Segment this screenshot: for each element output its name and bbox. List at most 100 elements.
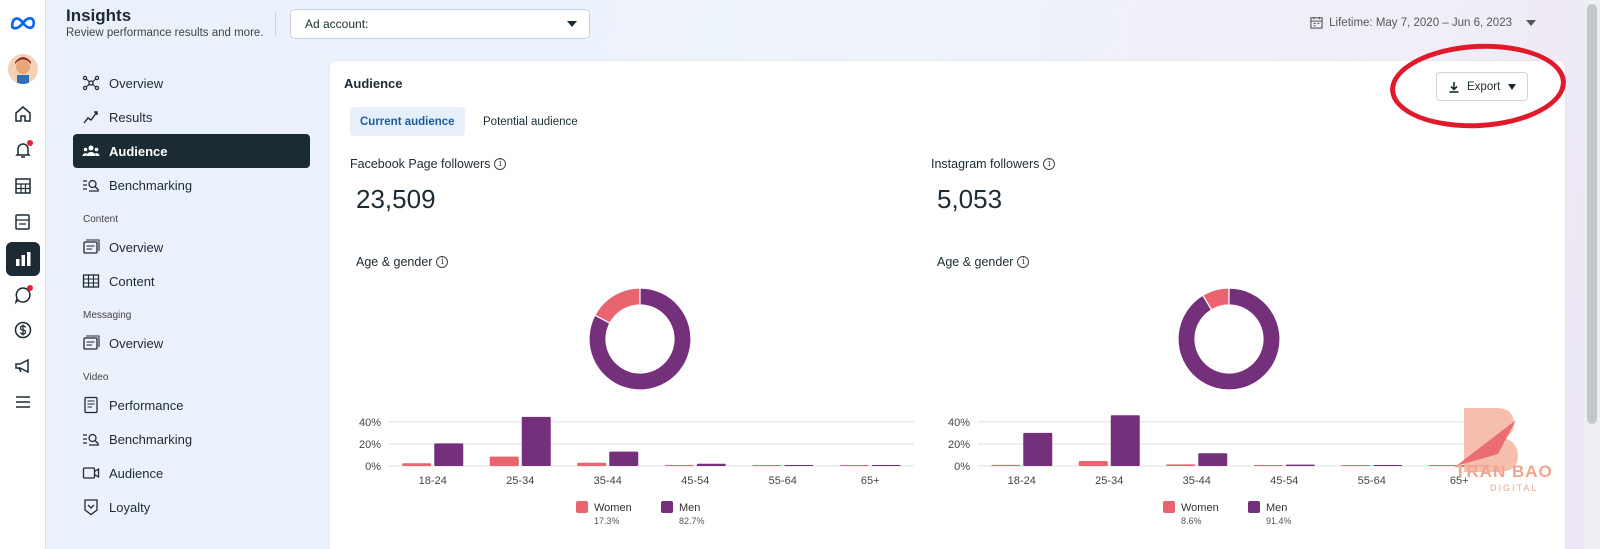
ad-account-select[interactable]: Ad account:	[290, 9, 590, 39]
bar-men-55-64[interactable]	[784, 465, 814, 466]
tab-current-audience[interactable]: Current audience	[350, 107, 465, 136]
bar-men-45-54[interactable]	[696, 463, 726, 466]
benchmarking-icon	[81, 175, 101, 195]
bar-men-18-24[interactable]	[1023, 432, 1053, 466]
bar-men-35-44[interactable]	[1198, 453, 1228, 466]
meta-logo-icon[interactable]	[8, 10, 38, 36]
bar-women-18-24[interactable]	[402, 463, 432, 466]
menu-icon[interactable]	[10, 389, 36, 415]
facebook-followers-count: 23,509	[356, 184, 436, 214]
instagram-age-gender-heading: Age & gender i	[937, 255, 1030, 269]
export-button[interactable]: Export	[1436, 72, 1528, 101]
x-tick-label: 55-64	[769, 475, 797, 486]
nav-overview[interactable]: Overview	[73, 66, 310, 100]
donut-slice-men[interactable]	[588, 287, 692, 391]
bar-women-35-44[interactable]	[577, 462, 607, 466]
nav-label: Overview	[109, 239, 164, 255]
nav-content[interactable]: Content	[73, 264, 310, 298]
instagram-men-pct: 91.4%	[1266, 516, 1292, 526]
nav-video-performance[interactable]: Performance	[73, 388, 310, 422]
y-tick-label: 20%	[948, 439, 970, 451]
info-icon[interactable]: i	[494, 158, 507, 170]
side-nav: Overview Results Audience Benchmarking C…	[73, 66, 310, 524]
bar-women-55-64[interactable]	[1341, 465, 1371, 466]
nav-label: Overview	[109, 75, 164, 91]
bell-icon[interactable]	[10, 137, 36, 163]
men-swatch	[1248, 501, 1260, 513]
pages-icon[interactable]	[10, 209, 36, 235]
bar-women-25-34[interactable]	[1078, 461, 1108, 466]
home-icon[interactable]	[10, 101, 36, 127]
bar-women-18-24[interactable]	[991, 464, 1021, 466]
dollar-icon[interactable]	[10, 317, 36, 343]
y-tick-label: 40%	[948, 417, 970, 429]
info-icon[interactable]: i	[1043, 158, 1056, 170]
nav-video-loyalty[interactable]: Loyalty	[73, 490, 310, 524]
info-icon[interactable]: i	[1017, 256, 1030, 268]
watermark-logo-icon	[1456, 408, 1518, 472]
x-tick-label: 45-54	[1270, 475, 1298, 486]
instagram-legend-men: Men 91.4%	[1248, 501, 1292, 526]
instagram-followers-count: 5,053	[937, 184, 1003, 214]
date-range-picker[interactable]: Lifetime: May 7, 2020 – Jun 6, 2023	[1310, 16, 1536, 29]
women-swatch	[576, 501, 588, 513]
watermark-subtitle: DIGITAL	[1490, 483, 1539, 493]
bar-men-18-24[interactable]	[434, 443, 464, 466]
bar-men-25-34[interactable]	[1110, 415, 1140, 466]
facebook-men-pct: 82.7%	[679, 516, 705, 526]
info-icon[interactable]: i	[436, 256, 449, 268]
nav-benchmarking[interactable]: Benchmarking	[73, 168, 310, 202]
nav-content-overview[interactable]: Overview	[73, 230, 310, 264]
bar-men-25-34[interactable]	[521, 416, 551, 466]
y-tick-label: 0%	[954, 461, 970, 473]
bar-men-55-64[interactable]	[1373, 465, 1403, 466]
instagram-followers-heading: Instagram followers i	[931, 157, 1056, 171]
performance-icon	[81, 395, 101, 415]
nav-audience[interactable]: Audience	[73, 134, 310, 168]
bar-women-65+[interactable]	[839, 465, 869, 466]
bar-men-35-44[interactable]	[609, 451, 639, 466]
bar-women-35-44[interactable]	[1166, 464, 1196, 466]
nav-video-benchmarking[interactable]: Benchmarking	[73, 422, 310, 456]
notification-dot	[27, 285, 33, 291]
table-icon[interactable]	[10, 173, 36, 199]
avatar[interactable]	[8, 54, 38, 84]
bar-women-45-54[interactable]	[1253, 465, 1283, 466]
facebook-followers-label: Facebook Page followers	[350, 157, 491, 171]
nav-label: Benchmarking	[109, 431, 193, 447]
nav-label: Content	[109, 273, 155, 289]
chat-icon[interactable]	[10, 282, 36, 308]
x-tick-label: 65+	[1450, 475, 1469, 486]
insights-icon[interactable]	[6, 242, 40, 276]
donut-slice-men[interactable]	[1177, 287, 1281, 391]
bar-men-65+[interactable]	[871, 465, 901, 466]
facebook-legend-women: Women 17.3%	[576, 501, 632, 526]
x-tick-label: 45-54	[681, 475, 709, 486]
download-icon	[1449, 81, 1459, 93]
donut-slice-women[interactable]	[594, 287, 641, 324]
content-icon	[81, 271, 101, 291]
bar-women-25-34[interactable]	[489, 456, 519, 466]
x-tick-label: 18-24	[419, 475, 447, 486]
bar-women-65+[interactable]	[1428, 465, 1458, 466]
bar-women-45-54[interactable]	[664, 465, 694, 466]
instagram-gender-donut	[1177, 287, 1281, 391]
nav-results[interactable]: Results	[73, 100, 310, 134]
men-swatch	[661, 501, 673, 513]
notification-dot	[27, 140, 33, 146]
page-scrollbar[interactable]	[1584, 0, 1600, 549]
overview-icon	[81, 73, 101, 93]
tab-potential-audience[interactable]: Potential audience	[483, 115, 578, 128]
nav-label: Audience	[109, 143, 168, 159]
megaphone-icon[interactable]	[10, 353, 36, 379]
overview-icon	[81, 237, 101, 257]
audience-icon	[81, 141, 101, 161]
page-subtitle: Review performance results and more.	[66, 27, 264, 39]
age-gender-label: Age & gender	[356, 255, 433, 269]
scrollbar-thumb[interactable]	[1587, 4, 1597, 424]
bar-men-45-54[interactable]	[1285, 464, 1315, 466]
nav-messaging-overview[interactable]: Overview	[73, 326, 310, 360]
bar-women-55-64[interactable]	[752, 465, 782, 466]
ad-account-label: Ad account:	[305, 17, 369, 31]
nav-video-audience[interactable]: Audience	[73, 456, 310, 490]
